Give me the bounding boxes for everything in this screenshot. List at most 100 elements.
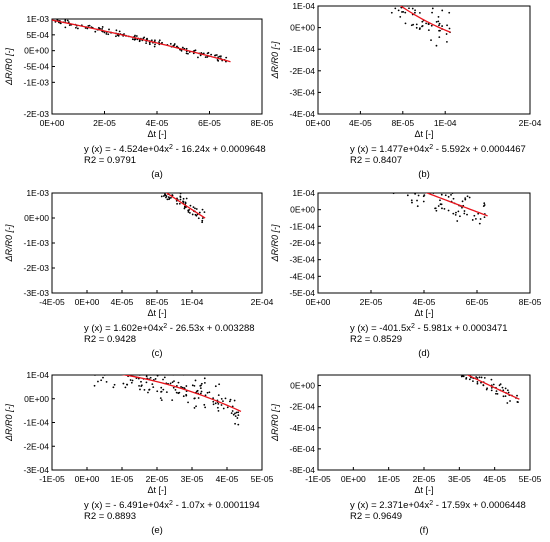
data-point bbox=[127, 371, 129, 373]
x-tick-label: 4E-05 bbox=[216, 474, 239, 484]
data-point bbox=[507, 391, 510, 394]
data-point bbox=[164, 187, 166, 189]
data-point bbox=[366, 319, 368, 321]
data-point bbox=[143, 368, 145, 370]
chart-panel-2: 0E+00 4E-05 8E-05 1E-04 2E-04 -4E-04 -3E-04 -2E… bbox=[270, 1, 542, 180]
data-point bbox=[413, 355, 415, 357]
fit-curve bbox=[165, 193, 206, 219]
fit-curve bbox=[121, 375, 242, 413]
data-point bbox=[448, 27, 451, 30]
data-point bbox=[425, 22, 428, 25]
data-point bbox=[141, 173, 143, 175]
data-point bbox=[137, 170, 139, 172]
data-point bbox=[416, 205, 419, 208]
y-tick-label: -1E-03 bbox=[23, 238, 49, 248]
data-point bbox=[401, 190, 403, 192]
data-point bbox=[404, 3, 406, 5]
x-tick-label: 4E-05 bbox=[349, 118, 372, 128]
data-point bbox=[456, 366, 458, 368]
data-point bbox=[516, 401, 519, 403]
data-point bbox=[322, 160, 324, 162]
data-point bbox=[75, 26, 77, 29]
data-point bbox=[206, 52, 209, 55]
data-point bbox=[495, 390, 498, 392]
data-point bbox=[403, 171, 405, 173]
data-point bbox=[438, 24, 440, 27]
data-point bbox=[417, 194, 420, 197]
data-point bbox=[361, 170, 363, 172]
data-point bbox=[203, 377, 206, 380]
data-point bbox=[371, 320, 373, 322]
data-point bbox=[439, 199, 441, 202]
data-point bbox=[145, 381, 148, 384]
data-point bbox=[88, 369, 90, 371]
data-point bbox=[406, 194, 409, 197]
data-point bbox=[97, 139, 99, 141]
data-point bbox=[355, 182, 357, 184]
r-squared: R2 = 0.9428 bbox=[84, 334, 136, 345]
data-point bbox=[438, 36, 441, 38]
y-tick-label: 0E+00 bbox=[24, 394, 49, 404]
data-point bbox=[444, 194, 447, 197]
data-point bbox=[108, 366, 110, 368]
data-point bbox=[422, 200, 425, 203]
data-point bbox=[430, 39, 432, 42]
data-point bbox=[332, 159, 334, 161]
data-point bbox=[154, 39, 156, 42]
data-point bbox=[337, 166, 339, 168]
y-tick-label: -2E-03 bbox=[23, 109, 49, 119]
data-point bbox=[501, 386, 504, 389]
data-point bbox=[344, 164, 346, 166]
data-point bbox=[413, 342, 415, 344]
x-tick-label: 2E-05 bbox=[146, 474, 169, 484]
x-tick-label: 4E-05 bbox=[111, 297, 134, 307]
x-tick-label: 6E-05 bbox=[198, 118, 221, 128]
data-point bbox=[447, 369, 449, 371]
data-point bbox=[448, 11, 451, 14]
data-point bbox=[397, 9, 400, 12]
data-point bbox=[192, 206, 195, 209]
data-point bbox=[341, 163, 343, 165]
data-point bbox=[102, 376, 104, 379]
data-point bbox=[392, 173, 394, 175]
data-point bbox=[93, 134, 95, 136]
data-point bbox=[172, 375, 175, 376]
data-point bbox=[440, 193, 443, 196]
data-point bbox=[325, 167, 327, 169]
data-point bbox=[204, 406, 207, 409]
data-point bbox=[212, 400, 215, 403]
data-point bbox=[421, 24, 424, 27]
data-point bbox=[447, 209, 450, 212]
data-point bbox=[461, 206, 463, 209]
data-point bbox=[390, 11, 393, 14]
data-point bbox=[468, 369, 470, 371]
data-point bbox=[434, 207, 436, 210]
data-point bbox=[157, 367, 159, 369]
data-point bbox=[434, 191, 436, 193]
data-point bbox=[411, 7, 414, 10]
data-point bbox=[212, 403, 215, 406]
data-point bbox=[402, 11, 405, 13]
x-tick-label: 1E-05 bbox=[111, 474, 134, 484]
data-point bbox=[415, 179, 417, 181]
data-point bbox=[87, 367, 89, 369]
y-tick-label: 0E+00 bbox=[24, 46, 49, 56]
data-point bbox=[427, 23, 430, 26]
data-point bbox=[412, 23, 415, 26]
data-point bbox=[185, 47, 188, 50]
data-point bbox=[165, 391, 168, 393]
data-point bbox=[381, 174, 383, 176]
data-point bbox=[131, 368, 133, 370]
data-point bbox=[466, 213, 468, 216]
data-point bbox=[358, 170, 360, 172]
y-tick-label: 1E-04 bbox=[292, 1, 315, 11]
x-tick-label: 0E+00 bbox=[75, 474, 100, 484]
panel-label: (c) bbox=[151, 348, 162, 359]
x-tick-label: 2E-04 bbox=[519, 118, 542, 128]
data-point bbox=[172, 386, 175, 389]
data-point bbox=[426, 359, 428, 361]
x-tick-label: 8E-05 bbox=[519, 297, 542, 307]
data-point bbox=[504, 395, 507, 398]
fit-curve bbox=[425, 193, 488, 217]
data-point bbox=[193, 407, 196, 409]
